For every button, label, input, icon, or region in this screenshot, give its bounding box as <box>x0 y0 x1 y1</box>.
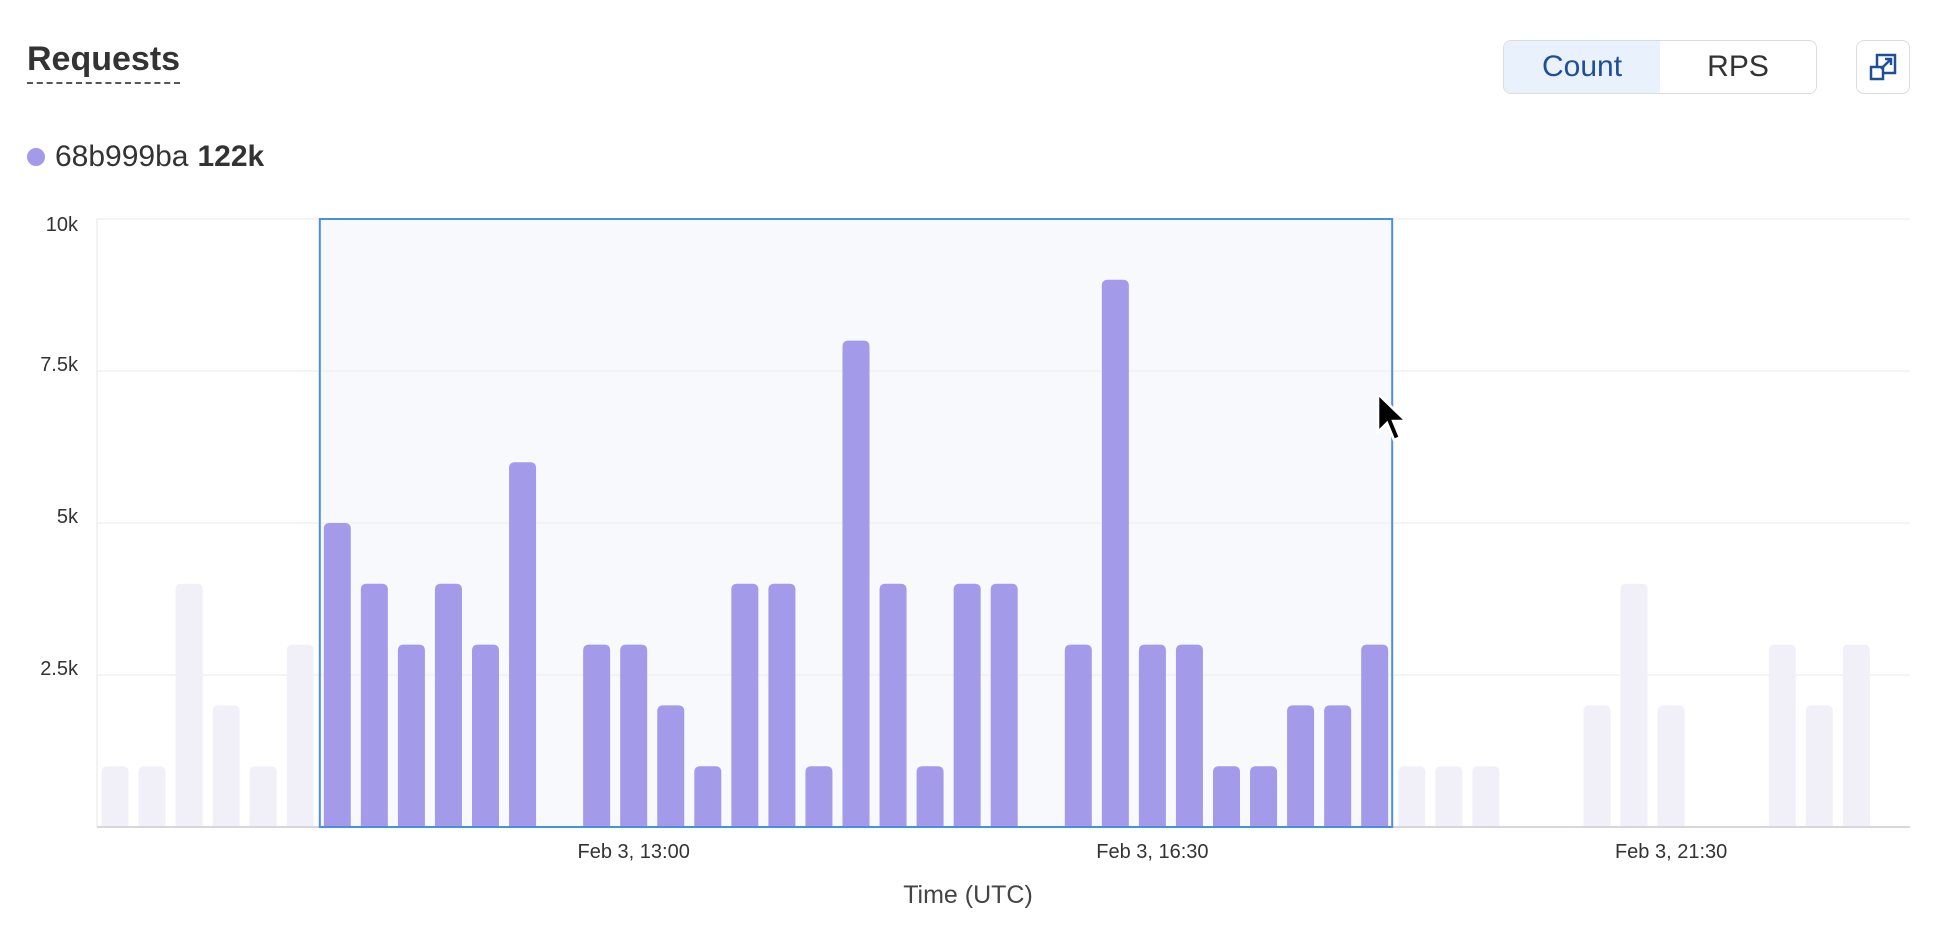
bar <box>583 644 611 827</box>
bar <box>953 583 981 827</box>
bar <box>212 705 240 827</box>
bar <box>360 583 388 827</box>
bar <box>1398 766 1426 827</box>
bar <box>175 583 203 827</box>
bar <box>1175 644 1203 827</box>
y-tick-label: 10k <box>46 214 79 236</box>
legend: 68b999ba 122k <box>27 140 264 174</box>
expand-button[interactable] <box>1856 40 1910 94</box>
bar <box>990 583 1018 827</box>
mouse-cursor-icon <box>1376 392 1410 442</box>
x-tick-label: Feb 3, 21:30 <box>1615 841 1727 863</box>
bar <box>1250 766 1278 827</box>
legend-series-name: 68b999ba <box>55 140 189 173</box>
bar <box>916 766 944 827</box>
bar <box>1064 644 1092 827</box>
legend-dot <box>27 148 45 166</box>
toggle-rps[interactable]: RPS <box>1660 41 1816 93</box>
bar <box>1842 644 1870 827</box>
chart-title[interactable]: Requests <box>27 40 181 84</box>
bar <box>1324 705 1352 827</box>
bar <box>1472 766 1500 827</box>
x-tick-label: Feb 3, 13:00 <box>578 841 690 863</box>
bar <box>842 340 870 827</box>
bar <box>731 583 759 827</box>
bar <box>1805 705 1833 827</box>
bar <box>1101 279 1129 827</box>
bar <box>323 523 351 827</box>
x-axis-title: Time (UTC) <box>903 881 1033 909</box>
expand-icon <box>1869 53 1897 81</box>
bar <box>509 462 537 827</box>
bar <box>1213 766 1240 827</box>
bar <box>1435 766 1463 827</box>
metric-toggle[interactable]: Count RPS <box>1503 40 1817 94</box>
bar <box>1768 644 1796 827</box>
bar <box>805 766 833 827</box>
bar <box>1620 583 1648 827</box>
x-tick-label: Feb 3, 16:30 <box>1096 841 1208 863</box>
y-tick-label: 5k <box>57 506 79 528</box>
bar <box>397 644 425 827</box>
bar <box>434 583 462 827</box>
bar <box>1287 705 1315 827</box>
legend-total: 122k <box>197 140 265 173</box>
bar <box>694 766 722 827</box>
bar <box>249 766 277 827</box>
bar <box>138 766 166 827</box>
bar <box>472 644 499 827</box>
y-tick-label: 7.5k <box>40 354 79 376</box>
bar <box>1361 644 1389 827</box>
bar <box>620 644 648 827</box>
selection-box <box>318 218 1394 828</box>
y-tick-label: 2.5k <box>40 658 79 680</box>
bar <box>1657 705 1685 827</box>
bar <box>101 766 129 827</box>
bar <box>286 644 314 827</box>
bar <box>657 705 685 827</box>
bar <box>768 583 796 827</box>
bar <box>1583 705 1611 827</box>
bar <box>879 583 907 827</box>
bar <box>1138 644 1166 827</box>
toggle-count[interactable]: Count <box>1504 41 1660 93</box>
